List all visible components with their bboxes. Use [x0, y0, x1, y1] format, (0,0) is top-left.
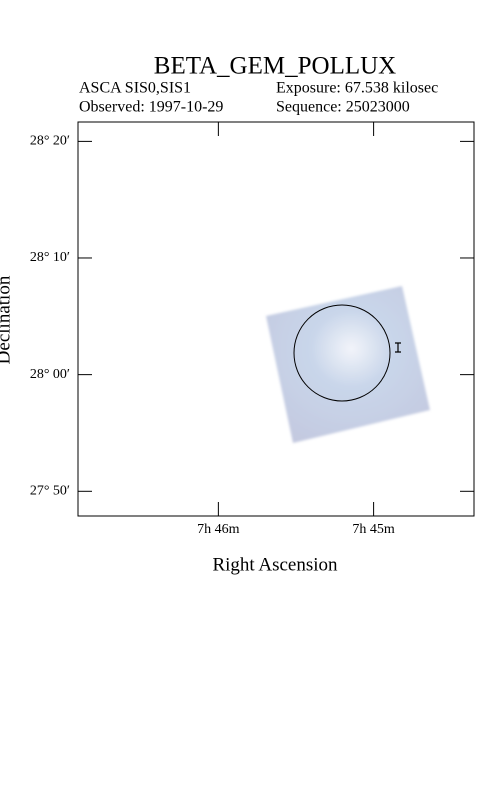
source-region: [293, 304, 391, 402]
y-tick-label: 28° 20′: [30, 134, 70, 149]
instrument: ASCA SIS0,SIS1: [79, 80, 191, 97]
y-tick-label: 28° 00′: [30, 367, 70, 382]
sequence: Sequence: 25023000: [276, 99, 410, 116]
y-tick-label: 27° 50′: [30, 484, 70, 499]
plot-frame: [77, 121, 475, 517]
x-axis-label: Right Ascension: [212, 554, 338, 575]
observed: Observed: 1997-10-29: [79, 99, 223, 116]
y-tick-label: 28° 10′: [30, 250, 70, 265]
source-marker: [395, 342, 401, 353]
exposure: Exposure: 67.538 kilosec: [276, 80, 438, 97]
y-axis-label: Declination: [0, 275, 14, 364]
sky-image: [266, 286, 430, 443]
x-tick-label: 7h 45m: [352, 522, 395, 537]
x-tick-label: 7h 46m: [197, 522, 240, 537]
chart-title: BETA_GEM_POLLUX: [154, 53, 396, 80]
